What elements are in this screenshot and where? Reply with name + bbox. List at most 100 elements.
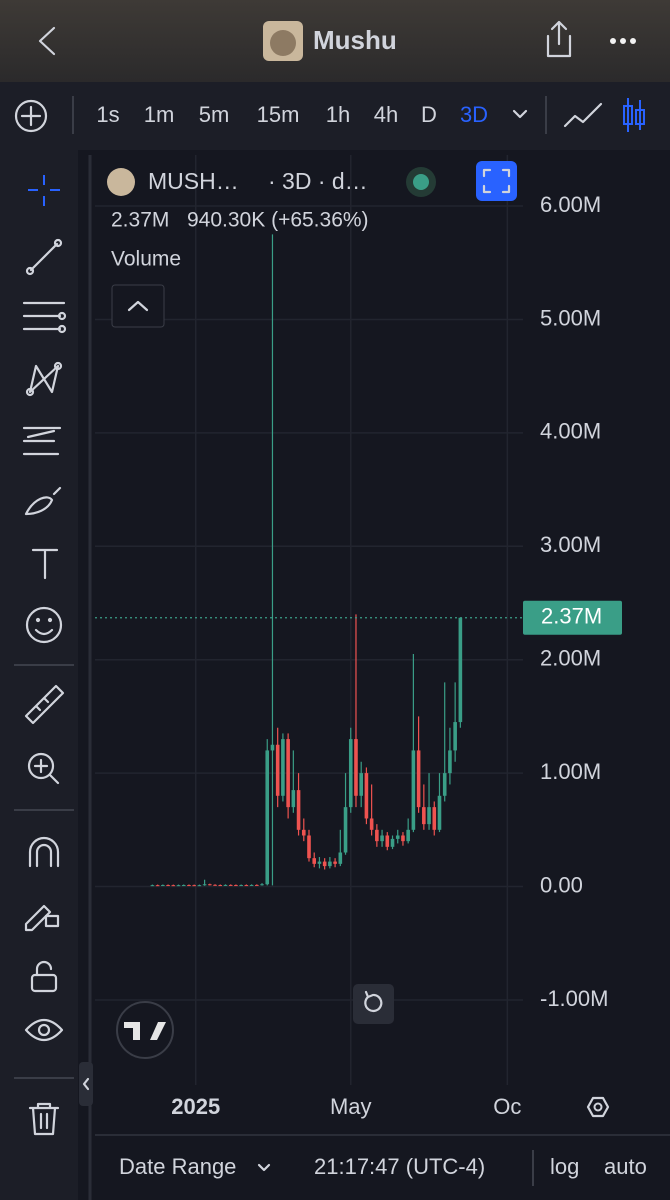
collapse-legend[interactable] bbox=[111, 284, 165, 328]
candle-body bbox=[448, 750, 452, 774]
candle-body bbox=[395, 835, 400, 839]
candle-body bbox=[328, 861, 332, 867]
interval-button[interactable]: 5m bbox=[199, 102, 230, 127]
candle-body bbox=[197, 885, 202, 887]
zoom-tool[interactable] bbox=[27, 752, 60, 785]
legend-price: 2.37M bbox=[111, 209, 169, 232]
interval-button[interactable]: 15m bbox=[257, 102, 300, 127]
tradingview-logo[interactable] bbox=[116, 1001, 174, 1059]
add-button[interactable] bbox=[14, 99, 48, 133]
candle-body bbox=[411, 750, 416, 830]
candle-body bbox=[192, 885, 196, 887]
interval-button[interactable]: 1s bbox=[96, 102, 119, 127]
fullscreen-button[interactable] bbox=[476, 161, 517, 201]
line-chart-button[interactable] bbox=[563, 102, 603, 128]
back-button[interactable] bbox=[38, 26, 56, 56]
y-tick-label: 4.00M bbox=[540, 419, 601, 444]
candle-body bbox=[155, 885, 160, 887]
interval-button[interactable]: 1h bbox=[326, 102, 350, 127]
interval-dropdown[interactable] bbox=[512, 109, 528, 119]
date-range-chevron bbox=[257, 1163, 271, 1172]
forecast-tool[interactable] bbox=[22, 426, 62, 456]
status-dot bbox=[413, 174, 429, 190]
lock-drawing-tool[interactable] bbox=[24, 904, 60, 932]
avatar-face bbox=[270, 30, 296, 56]
candle-body bbox=[458, 617, 463, 723]
settings-button[interactable] bbox=[586, 1096, 610, 1118]
reset-button[interactable] bbox=[353, 984, 394, 1024]
candle-body bbox=[437, 795, 442, 830]
fib-tool[interactable] bbox=[22, 301, 67, 334]
interval-bar bbox=[0, 82, 670, 150]
candle-body bbox=[385, 835, 390, 847]
interval-button[interactable]: 1m bbox=[144, 102, 175, 127]
date-range-button[interactable]: Date Range bbox=[119, 1154, 236, 1179]
visibility-tool[interactable] bbox=[24, 1018, 64, 1042]
y-tick-label: 2.00M bbox=[540, 646, 601, 671]
auto-toggle[interactable]: auto bbox=[604, 1154, 647, 1179]
interval-button[interactable]: 4h bbox=[374, 102, 398, 127]
candle-body bbox=[228, 884, 233, 886]
candle-body bbox=[166, 885, 170, 887]
y-tick-label: 1.00M bbox=[540, 759, 601, 784]
legend-interval: · 3D · d… bbox=[268, 168, 368, 194]
candle-body bbox=[312, 858, 317, 864]
collapse-toolbar[interactable] bbox=[79, 1062, 93, 1106]
pattern-tool[interactable] bbox=[25, 361, 63, 397]
candle-body bbox=[375, 829, 379, 842]
candle-body bbox=[239, 885, 243, 887]
candle-body bbox=[322, 861, 327, 867]
legend-study: Volume bbox=[111, 248, 181, 271]
legend-change: 940.30K (+65.36%) bbox=[187, 209, 369, 232]
candle-body bbox=[390, 838, 395, 847]
candle-body bbox=[453, 722, 457, 751]
interval-button[interactable]: D bbox=[421, 102, 437, 127]
legend-symbol: MUSH… bbox=[148, 168, 239, 194]
candle-body bbox=[161, 885, 165, 887]
y-tick-label: 0.00 bbox=[540, 872, 583, 897]
y-tick-label: 5.00M bbox=[540, 305, 601, 330]
candle-body bbox=[296, 790, 301, 830]
candle-body bbox=[354, 739, 358, 796]
ruler-tool[interactable] bbox=[24, 684, 65, 725]
header-title: Mushu bbox=[313, 25, 397, 55]
emoji-tool[interactable] bbox=[25, 606, 63, 644]
drawing-toolbar bbox=[0, 150, 78, 1200]
reset-icon bbox=[364, 990, 383, 1013]
candle-body bbox=[223, 884, 228, 886]
candle-body bbox=[249, 884, 254, 886]
candle-body bbox=[187, 885, 191, 887]
candle-body bbox=[333, 861, 337, 864]
delete-tool[interactable] bbox=[28, 1102, 60, 1136]
settings-icon bbox=[593, 1102, 603, 1112]
chart-area: -1.00M 0.00 1.00M 2.00M 3.00M 4.00M 5.00M 6.00M… bbox=[95, 155, 622, 1119]
candle-chart-button[interactable] bbox=[623, 98, 645, 132]
candle-body bbox=[270, 744, 275, 751]
log-toggle[interactable]: log bbox=[550, 1154, 579, 1179]
interval-button[interactable]: 3D bbox=[460, 102, 488, 127]
line-tool[interactable] bbox=[25, 238, 63, 276]
crosshair-tool[interactable] bbox=[28, 175, 60, 206]
collapse-legend-icon bbox=[127, 300, 149, 312]
candle-body bbox=[348, 739, 353, 808]
candle-body bbox=[343, 807, 348, 853]
logo-mark bbox=[124, 1022, 166, 1040]
clock: 21:17:47 (UTC-4) bbox=[314, 1154, 485, 1179]
candle-body bbox=[176, 885, 181, 887]
share-button[interactable] bbox=[546, 20, 572, 58]
candle-body bbox=[338, 852, 343, 864]
candle-body bbox=[150, 885, 155, 887]
candle-body bbox=[244, 885, 249, 887]
magnet-tool[interactable] bbox=[28, 836, 60, 868]
text-tool[interactable] bbox=[31, 548, 59, 580]
candle-body bbox=[275, 744, 280, 796]
more-button[interactable] bbox=[610, 38, 636, 44]
candle-body bbox=[317, 861, 322, 864]
candle-body bbox=[380, 835, 384, 842]
brush-tool[interactable] bbox=[24, 486, 62, 516]
lock-tool[interactable] bbox=[30, 960, 58, 993]
collapse-icon bbox=[82, 1077, 90, 1091]
fullscreen-icon bbox=[482, 168, 511, 194]
